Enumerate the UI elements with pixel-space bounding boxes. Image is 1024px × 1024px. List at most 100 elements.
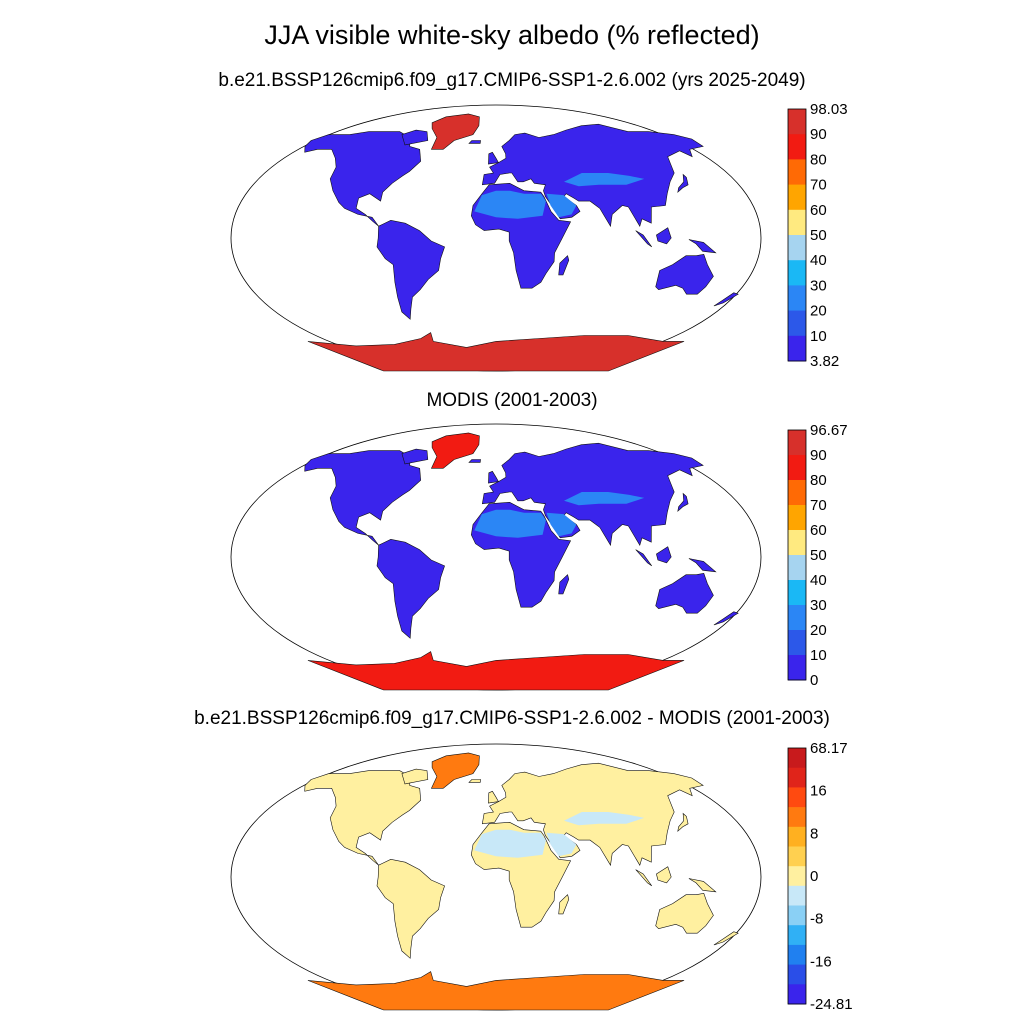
colorbar-swatch (788, 505, 806, 531)
continent-japan (677, 492, 689, 512)
continent-britain (488, 470, 499, 484)
figure-title: JJA visible white-sky albedo (% reflecte… (264, 20, 760, 50)
continent-japan (677, 812, 689, 832)
colorbar-swatch (788, 235, 806, 261)
colorbar-swatch (788, 580, 806, 606)
colorbar-label: 80 (810, 151, 827, 168)
colorbar-frame (787, 747, 807, 1005)
continent-australia (655, 892, 714, 934)
continent-southAmerica (376, 858, 445, 959)
colorbar-swatch (788, 748, 806, 769)
colorbar-label: 80 (810, 472, 827, 489)
desert-arabia (546, 193, 577, 218)
colorbar-label: 90 (810, 126, 827, 143)
colorbar-label: 10 (810, 647, 827, 664)
continent-antarctica (307, 651, 685, 691)
colorbar-frame (787, 429, 807, 681)
continent-baffin (401, 768, 429, 785)
continent-antarctica (307, 332, 685, 372)
colorbar-swatch (788, 555, 806, 581)
desert-arabia (546, 512, 577, 537)
colorbar-swatch (788, 285, 806, 312)
continent-newGuinea (688, 558, 717, 573)
colorbar-label: 60 (810, 522, 827, 539)
continent-indonesia1 (635, 230, 653, 248)
colorbar-swatch (788, 605, 806, 631)
colorbar-label: -24.81 (810, 996, 853, 1013)
continent-newGuinea (688, 878, 717, 893)
colorbar-model: 98.03 90 80 70 60 50 40 30 20 10 3.82 (787, 101, 848, 370)
continent-britain (488, 790, 499, 804)
colorbar-label: -8 (810, 911, 823, 928)
map-panel-obs (230, 423, 762, 691)
panel-2-subtitle: MODIS (2001-2003) (426, 390, 598, 411)
continent-baffin (401, 448, 429, 465)
colorbar-swatch (788, 134, 806, 160)
continent-australia (655, 572, 714, 614)
colorbar-swatch (788, 885, 806, 906)
map-panel-model (230, 104, 762, 372)
colorbar-label: 3.82 (810, 353, 839, 370)
colorbar-swatch (788, 109, 806, 135)
colorbar-swatch (788, 984, 806, 1005)
continent-greenland (430, 752, 480, 789)
colorbar-swatch (788, 260, 806, 286)
colorbar-swatch (788, 767, 806, 788)
continent-baffin (401, 129, 429, 146)
continent-greenland (430, 113, 480, 150)
continent-indonesia1 (635, 869, 653, 887)
colorbar-label: 16 (810, 783, 827, 800)
colorbar-swatch (788, 866, 806, 887)
colorbar-label: 10 (810, 328, 827, 345)
colorbar-label: 68.17 (810, 740, 848, 757)
colorbar-label: 20 (810, 303, 827, 320)
colorbar-label: 98.03 (810, 101, 848, 118)
colorbar-label: 30 (810, 277, 827, 294)
colorbar-swatch (788, 655, 806, 681)
continent-newZealand (713, 611, 739, 626)
colorbar-label: 20 (810, 622, 827, 639)
continent-southAmerica (376, 538, 445, 639)
continent-australia (655, 253, 714, 295)
colorbar-swatch (788, 209, 806, 236)
continent-iceland (468, 779, 481, 783)
colorbar-diff: 68.17 16 8 0 -8 -16 -24.81 (787, 740, 853, 1013)
colorbar-swatch (788, 480, 806, 506)
colorbar-swatch (788, 159, 806, 186)
continent-newZealand (713, 292, 739, 307)
colorbar-label: 8 (810, 825, 818, 842)
colorbar-label: -16 (810, 953, 832, 970)
continent-japan (677, 173, 689, 193)
colorbar-label: 40 (810, 572, 827, 589)
desert-sahara (474, 509, 546, 538)
continent-indonesia2 (656, 866, 672, 884)
map-panel-diff (230, 743, 762, 1011)
desert-centralAsia (564, 812, 645, 826)
continent-antarctica (307, 971, 685, 1011)
colorbar-label: 0 (810, 672, 818, 689)
colorbar-swatch (788, 184, 806, 211)
colorbar-swatch (788, 846, 806, 867)
colorbar-swatch (788, 964, 806, 985)
colorbar-label: 96.67 (810, 422, 848, 439)
panel-1-subtitle: b.e21.BSSP126cmip6.f09_g17.CMIP6-SSP1-2.… (218, 70, 806, 91)
colorbar-label: 30 (810, 597, 827, 614)
panel-3-subtitle: b.e21.BSSP126cmip6.f09_g17.CMIP6-SSP1-2.… (194, 708, 830, 729)
continent-indonesia1 (635, 549, 653, 567)
continent-greenland (430, 432, 480, 469)
colorbar-label: 70 (810, 177, 827, 194)
desert-centralAsia (564, 173, 645, 187)
colorbar-swatch (788, 335, 806, 362)
desert-centralAsia (564, 492, 645, 506)
colorbar-label: 0 (810, 868, 818, 885)
colorbar-frame (787, 108, 807, 362)
colorbar-swatch (788, 787, 806, 808)
colorbar-swatch (788, 430, 806, 456)
colorbar-obs: 96.67 90 80 70 60 50 40 30 20 10 0 (787, 422, 848, 689)
desert-sahara (474, 190, 546, 219)
continent-iceland (468, 140, 481, 144)
colorbar-swatch (788, 310, 806, 337)
colorbar-label: 90 (810, 447, 827, 464)
colorbar-swatch (788, 944, 806, 966)
